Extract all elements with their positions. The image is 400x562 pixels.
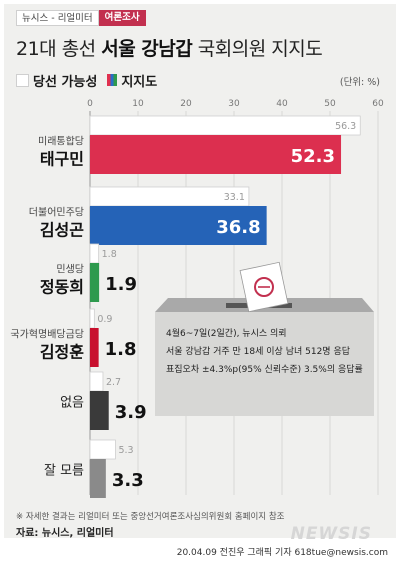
support-bar bbox=[90, 135, 342, 174]
ballot-stamp-icon bbox=[254, 277, 274, 297]
title-region: 서울 강남갑 bbox=[101, 38, 193, 60]
legend-swatch-win bbox=[16, 73, 29, 87]
win-value-label: 33.1 bbox=[224, 192, 245, 203]
credit-line: 20.04.09 전진우 그래픽 기자 618tue@newsis.com bbox=[176, 548, 388, 558]
support-bar bbox=[90, 459, 106, 498]
x-tick-label: 20 bbox=[180, 99, 192, 109]
source: 자료: 뉴시스, 리얼미터 bbox=[16, 528, 114, 539]
category-label: 없음 bbox=[60, 396, 84, 411]
footnote: ※ 자세한 결과는 리얼미터 또는 중앙선거여론조사심의위원회 홈페이지 참조 bbox=[16, 512, 285, 522]
win-value-label: 0.9 bbox=[97, 314, 112, 325]
candidate-name: 정동희 bbox=[40, 278, 84, 297]
x-tick-label: 40 bbox=[276, 99, 288, 109]
win-bar bbox=[89, 371, 104, 392]
survey-info-line: 4월6~7일(2일간), 뉴시스 의뢰 bbox=[166, 327, 287, 339]
candidate-name: 김성곤 bbox=[40, 221, 84, 240]
brand-tag: 뉴시스 - 리얼미터 bbox=[16, 10, 99, 26]
win-value-label: 1.8 bbox=[102, 249, 117, 260]
legend-label-support: 지지도 bbox=[121, 74, 158, 90]
support-value-label: 3.9 bbox=[115, 402, 147, 423]
support-bar bbox=[90, 391, 109, 430]
support-bar bbox=[90, 328, 99, 367]
survey-info-line: 서울 강남갑 거주 만 18세 이상 남녀 512명 응답 bbox=[166, 345, 350, 357]
support-value-label: 36.8 bbox=[216, 217, 260, 238]
support-value-label: 52.3 bbox=[291, 146, 335, 167]
win-value-label: 2.7 bbox=[106, 377, 121, 388]
party-label: 더불어민주당 bbox=[29, 207, 84, 219]
support-value-label: 3.3 bbox=[112, 470, 144, 491]
support-value-label: 1.9 bbox=[105, 274, 137, 295]
chart-title: 21대 총선 서울 강남갑 국회의원 지지도 bbox=[16, 34, 323, 61]
support-bar bbox=[90, 206, 267, 245]
x-tick-label: 0 bbox=[87, 99, 93, 109]
support-value-label: 1.8 bbox=[105, 339, 137, 360]
newsis-watermark: NEWSIS bbox=[290, 524, 372, 544]
party-label: 국가혁명배당금당 bbox=[10, 329, 84, 341]
candidate-name: 김정훈 bbox=[40, 343, 84, 362]
win-bar bbox=[89, 439, 116, 460]
win-bar bbox=[89, 115, 361, 136]
title-suffix: 국회의원 지지도 bbox=[197, 38, 323, 60]
x-tick-label: 50 bbox=[324, 99, 336, 109]
ballot-box-body bbox=[155, 312, 374, 416]
survey-type-tag: 여론조사 bbox=[98, 10, 146, 26]
win-bar bbox=[89, 308, 95, 329]
x-tick-label: 10 bbox=[132, 99, 144, 109]
category-label: 잘 모름 bbox=[44, 464, 84, 479]
party-label: 미래통합당 bbox=[38, 136, 84, 148]
win-bar bbox=[89, 243, 100, 264]
legend-label-win: 당선 가능성 bbox=[33, 74, 98, 90]
x-tick-label: 60 bbox=[372, 99, 384, 109]
party-label: 민생당 bbox=[56, 264, 84, 276]
support-bar bbox=[90, 263, 100, 302]
x-tick-label: 30 bbox=[228, 99, 240, 109]
infographic-panel bbox=[4, 4, 396, 538]
survey-info-line: 표집오차 ±4.3%p(95% 신뢰수준) 3.5%의 응답률 bbox=[166, 363, 363, 375]
candidate-name: 태구민 bbox=[40, 150, 84, 169]
title-prefix: 21대 총선 bbox=[16, 38, 96, 60]
header-tags: 뉴시스 - 리얼미터 여론조사 bbox=[16, 10, 146, 26]
legend-swatch-support bbox=[107, 74, 118, 86]
win-value-label: 56.3 bbox=[335, 121, 356, 132]
unit-label: (단위: %) bbox=[339, 77, 380, 88]
win-value-label: 5.3 bbox=[118, 445, 133, 456]
legend: 당선 가능성 지지도 bbox=[16, 72, 158, 90]
